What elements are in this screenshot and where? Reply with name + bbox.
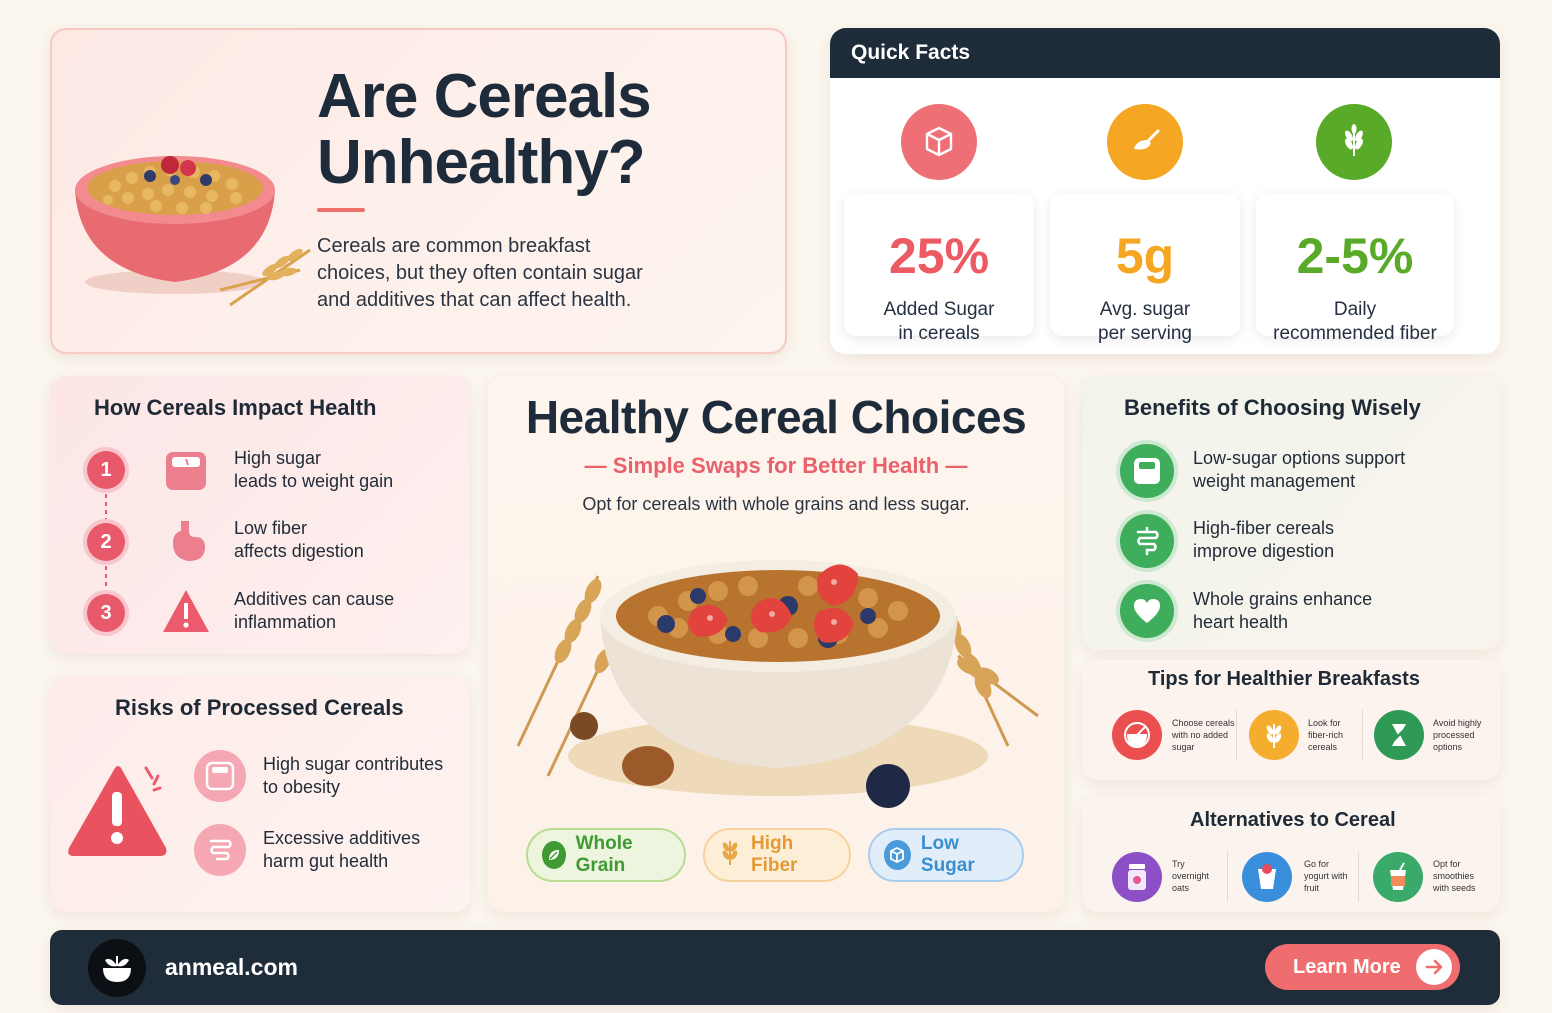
alternatives-card: Alternatives to Cereal Try overnight oats … [1082, 796, 1500, 912]
risks-card: Risks of Processed Cereals High sugar co… [50, 676, 470, 912]
whole-grain-tag[interactable]: Whole Grain [526, 828, 686, 882]
divider [1227, 852, 1228, 902]
fact-avg-sugar: 5g Avg. sugar per serving [1050, 193, 1240, 344]
step-number: 1 [87, 451, 125, 489]
sugar-spoon-icon [1107, 104, 1183, 180]
section-subtitle: — Simple Swaps for Better Health — [584, 453, 968, 478]
hero-description: Cereals are common breakfast choices, bu… [317, 235, 643, 311]
title-accent-rule [317, 208, 365, 212]
tips-card: Tips for Healthier Breakfasts Choose cer… [1082, 660, 1500, 780]
risks-heading: Risks of Processed Cereals [115, 695, 404, 720]
impact-item-1: High sugar leads to weight gain [234, 448, 394, 491]
benefit-item-2: High-fiber cereals improve digestion [1193, 518, 1335, 561]
high-fiber-tag[interactable]: High Fiber [703, 828, 851, 882]
intestine-icon [194, 824, 246, 876]
benefit-item-3: Whole grains enhance heart health [1193, 589, 1373, 632]
cereal-bowl-illustration [75, 156, 311, 307]
scale-icon [194, 750, 246, 802]
risk-item-1: High sugar contributes to obesity [263, 754, 444, 797]
alternative-item-2: Go for yogurt with fruit [1304, 859, 1348, 893]
divider [1362, 710, 1363, 760]
fact-label: Daily recommended fiber [1273, 299, 1437, 344]
quick-facts-heading: Quick Facts [830, 28, 1500, 78]
tag-label: Whole Grain [575, 833, 633, 876]
tip-item-2: Look for fiber-rich cereals [1308, 718, 1344, 752]
page-title: Are Cereals Unhealthy? [317, 62, 652, 197]
alternatives-heading: Alternatives to Cereal [1190, 809, 1396, 831]
step-number: 2 [87, 523, 125, 561]
leaf-icon [542, 841, 566, 869]
smoothie-icon [1373, 852, 1423, 902]
impact-item-2: Low fiber affects digestion [234, 518, 364, 561]
impact-heading: How Cereals Impact Health [94, 395, 377, 420]
learn-more-button[interactable]: Learn More [1265, 944, 1460, 990]
fact-added-sugar: 25% Added Sugar in cereals [844, 193, 1034, 344]
healthy-choices-card: Healthy Cereal Choices — Simple Swaps fo… [488, 376, 1064, 912]
impact-item-3: Additives can cause inflammation [234, 589, 395, 632]
fact-value: 5g [1115, 228, 1175, 284]
scale-icon [1120, 444, 1174, 498]
no-process-icon [1374, 710, 1424, 760]
tag-label: Low Sugar [920, 833, 975, 876]
benefits-heading: Benefits of Choosing Wisely [1124, 395, 1421, 420]
footer-bar: anmeal.com Learn More [50, 930, 1500, 1005]
warning-icon [62, 762, 172, 867]
intestine-icon [1120, 514, 1174, 568]
warning-icon [161, 588, 211, 639]
hero-card: Are Cereals Unhealthy? Cereals are commo… [50, 28, 787, 354]
button-label: Learn More [1293, 955, 1401, 978]
quick-facts-card: Quick Facts 25% Added Sugar in cereals 5g… [830, 28, 1500, 354]
tip-item-3: Avoid highly processed options [1433, 718, 1482, 752]
low-sugar-tag[interactable]: Low Sugar [868, 828, 1024, 882]
fact-daily-fiber: 2-5% Daily recommended fiber [1256, 193, 1454, 344]
no-sugar-icon [1112, 710, 1162, 760]
fact-label: Avg. sugar per serving [1098, 299, 1192, 344]
wheat-icon [1316, 104, 1392, 180]
site-logo[interactable] [88, 939, 146, 997]
fact-label: Added Sugar in cereals [883, 299, 995, 344]
jar-icon [1112, 852, 1162, 902]
scale-icon [165, 451, 207, 496]
site-name[interactable]: anmeal.com [165, 954, 298, 980]
fact-value: 2-5% [1296, 228, 1414, 284]
divider [1236, 710, 1237, 760]
tag-label: High Fiber [751, 833, 798, 876]
heart-icon [1120, 584, 1174, 638]
benefit-item-1: Low-sugar options support weight manageme… [1193, 448, 1406, 491]
tip-item-1: Choose cereals with no added sugar [1172, 718, 1235, 752]
wheat-icon [719, 837, 741, 873]
impact-card: How Cereals Impact Health 1 High sugar le… [50, 376, 470, 654]
divider [1358, 852, 1359, 902]
step-number: 3 [87, 594, 125, 632]
yogurt-icon [1242, 852, 1292, 902]
alternative-item-1: Try overnight oats [1172, 859, 1210, 893]
granola-bowl-illustration [516, 560, 1039, 808]
tips-heading: Tips for Healthier Breakfasts [1148, 668, 1420, 690]
wheat-icon [1249, 710, 1299, 760]
fact-value: 25% [888, 228, 990, 284]
sugar-cube-icon [884, 840, 911, 870]
benefits-card: Benefits of Choosing Wisely Low-sugar op… [1082, 376, 1500, 650]
arrow-right-icon [1416, 949, 1452, 985]
section-description: Opt for cereals with whole grains and le… [582, 494, 970, 514]
alternative-item-3: Opt for smoothies with seeds [1433, 859, 1476, 893]
section-title: Healthy Cereal Choices [525, 391, 1027, 443]
risk-item-2: Excessive additives harm gut health [263, 828, 421, 871]
sugar-cube-icon [901, 104, 977, 180]
stomach-icon [163, 519, 209, 570]
